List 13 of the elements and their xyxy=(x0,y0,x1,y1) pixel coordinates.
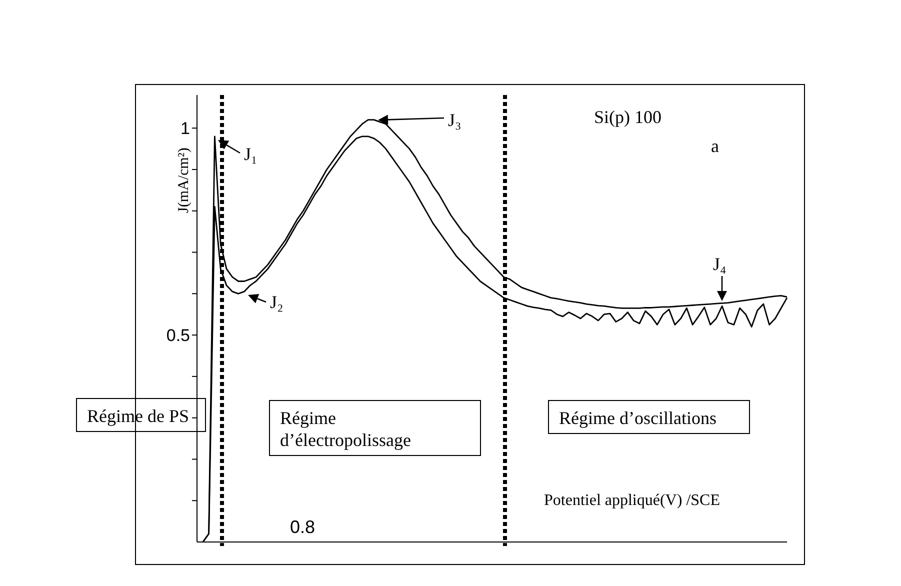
annotation: a xyxy=(711,135,719,157)
annotation: J₂ xyxy=(270,292,284,312)
annotation: J₄ xyxy=(713,254,726,274)
x-axis-title: Potentiel appliqué(V) /SCE xyxy=(544,492,720,510)
y-tick-label: 0.5 xyxy=(166,326,190,346)
annotation: J₃ xyxy=(448,110,462,130)
annotation: J₁ xyxy=(244,144,258,164)
annotation: 0.8 xyxy=(290,516,316,538)
label-box: Régime d’oscillations xyxy=(548,400,750,434)
annotation: Si(p) 100 xyxy=(594,106,662,128)
y-tick-label: 1 xyxy=(180,119,190,138)
y-axis-title: J(mA/cm²) xyxy=(176,148,193,213)
label-box: Régime d’électropolissage xyxy=(269,400,481,456)
